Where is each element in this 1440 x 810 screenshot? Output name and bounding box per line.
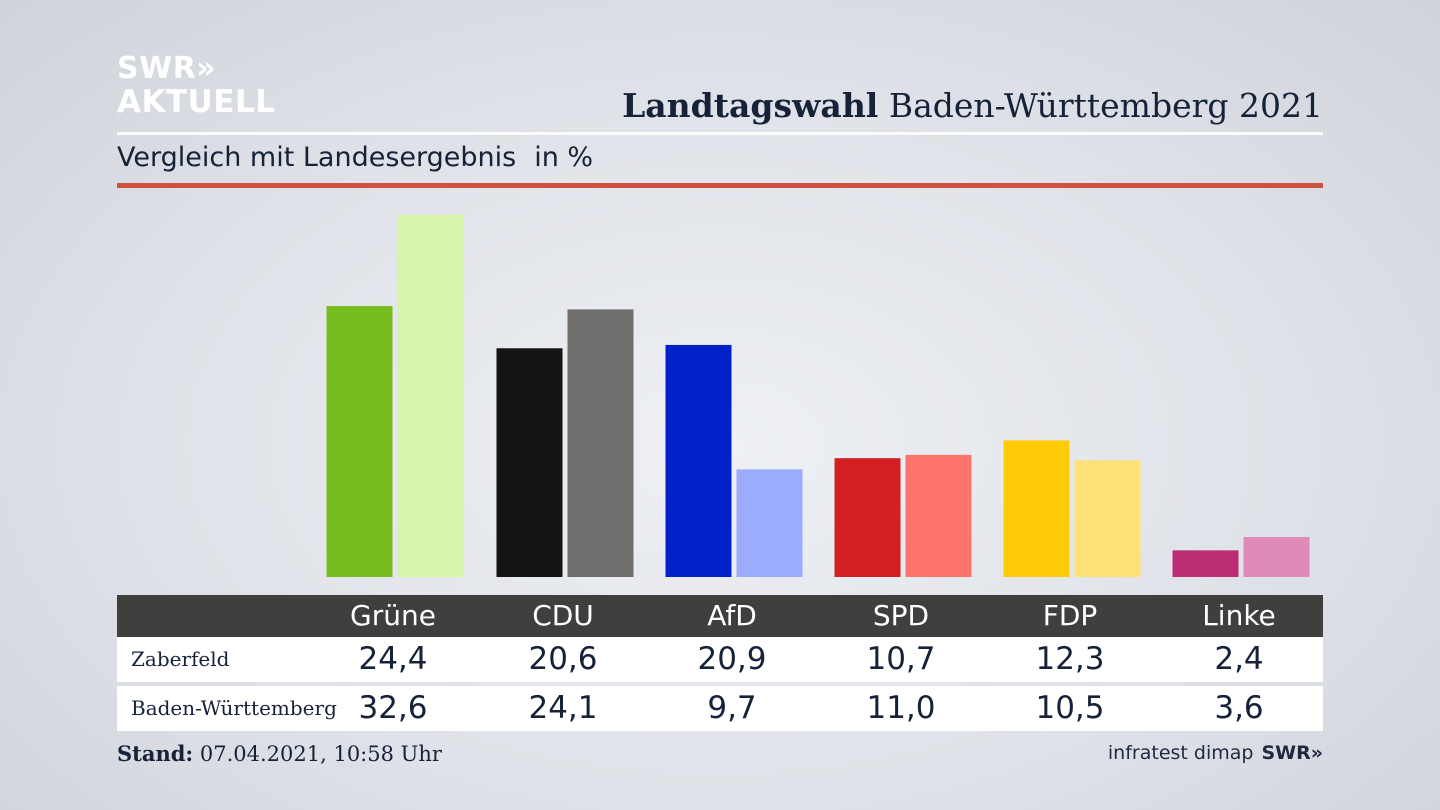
bar-afd-land [736, 469, 803, 577]
bar-spd-zaberfeld [834, 458, 901, 577]
bar-spd-land [905, 454, 972, 577]
value-cell-cdu: 20,6 [528, 641, 598, 677]
accent-divider [117, 183, 1323, 188]
column-header-spd: SPD [872, 599, 930, 632]
value-cell-afd: 9,7 [707, 690, 757, 726]
value-cell-grüne: 32,6 [358, 690, 428, 726]
brand-label: SWR» [1261, 742, 1323, 764]
bar-fdp-zaberfeld [1003, 440, 1070, 577]
page-title: Landtagswahl Baden-Württemberg 2021 [622, 86, 1323, 125]
bar-grüne-land [397, 215, 464, 577]
unit-label: in % [534, 142, 594, 173]
value-cell-linke: 2,4 [1214, 641, 1264, 677]
source-credit: infratest dimap SWR» [1108, 742, 1323, 764]
value-cell-fdp: 10,5 [1035, 690, 1105, 726]
stand-label: Stand: [117, 741, 194, 766]
title-divider [117, 132, 1323, 135]
subtitle-text: Vergleich mit Landesergebnis [117, 142, 517, 173]
value-cell-fdp: 12,3 [1035, 641, 1105, 677]
bar-afd-zaberfeld [665, 344, 732, 577]
bar-cdu-land [567, 309, 634, 577]
logo-line2: AKTUELL [117, 84, 276, 120]
column-header-cdu: CDU [532, 599, 594, 632]
column-header-grüne: Grüne [350, 599, 436, 632]
column-header-fdp: FDP [1042, 599, 1098, 632]
stand-value: 07.04.2021, 10:58 Uhr [199, 742, 442, 766]
bar-fdp-land [1074, 460, 1141, 577]
bar-linke-zaberfeld [1172, 550, 1239, 577]
bar-grüne-zaberfeld [326, 306, 393, 577]
column-header-linke: Linke [1202, 599, 1276, 632]
column-header-afd: AfD [707, 599, 757, 632]
value-cell-afd: 20,9 [697, 641, 767, 677]
chart-subtitle: Vergleich mit Landesergebnis in % [117, 142, 593, 173]
title-rest: Baden-Württemberg 2021 [888, 86, 1323, 125]
table-row-baden-wuerttemberg: Baden-Württemberg 32,6 24,1 9,7 11,0 10,5 3,6 [117, 686, 1323, 731]
value-cell-linke: 3,6 [1214, 690, 1264, 726]
row-label-zaberfeld: Zaberfeld [131, 647, 230, 671]
logo-line1: SWR» [117, 51, 217, 86]
table-header: Grüne CDU AfD SPD FDP Linke [117, 595, 1323, 637]
bar-linke-land [1243, 537, 1310, 577]
row-label-baden-wuerttemberg: Baden-Württemberg [131, 696, 337, 720]
source-label: infratest dimap [1107, 742, 1254, 764]
value-cell-cdu: 24,1 [528, 690, 598, 726]
bar-cdu-zaberfeld [496, 348, 563, 577]
title-bold: Landtagswahl [622, 86, 879, 125]
value-cell-spd: 10,7 [866, 641, 936, 677]
table-row-zaberfeld: Zaberfeld 24,4 20,6 20,9 10,7 12,3 2,4 [117, 637, 1323, 682]
swr-aktuell-logo: SWR» AKTUELL [117, 54, 276, 118]
value-cell-grüne: 24,4 [358, 641, 428, 677]
results-table: Grüne CDU AfD SPD FDP Linke Zaberfeld 24,4 20,… [117, 595, 1323, 731]
timestamp: Stand: 07.04.2021, 10:58 Uhr [117, 741, 442, 766]
value-cell-spd: 11,0 [866, 690, 936, 726]
